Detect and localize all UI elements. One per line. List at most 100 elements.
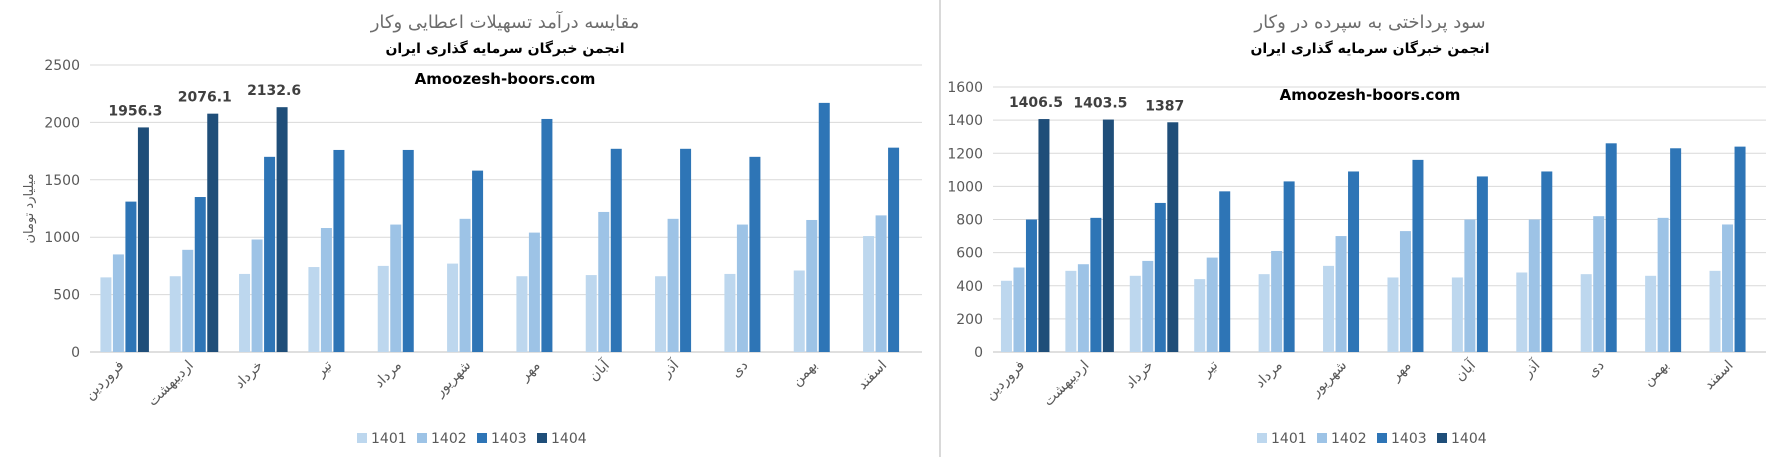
chart-deposit-interest: سود پرداختی به سپرده در وکار انجمن خبرگان… [947, 12, 1766, 447]
x-tick-label: بهمن [789, 358, 821, 390]
bar-1404 [276, 107, 288, 352]
legend-swatch-1401 [357, 433, 367, 443]
x-tick-label: دی [1584, 358, 1607, 381]
bar-1404 [1167, 122, 1179, 352]
x-tick-label: خرداد [232, 358, 266, 392]
legend-swatch-1402 [1317, 433, 1327, 443]
bar-1402 [1206, 257, 1218, 352]
chart-title: مقایسه درآمد تسهیلات اعطایی وکار [370, 10, 640, 33]
legend-label: 1402 [1331, 431, 1367, 447]
legend-label: 1403 [491, 431, 527, 447]
bar-1403 [402, 149, 414, 352]
bar-1402 [182, 249, 194, 352]
legend-label: 1404 [1451, 431, 1487, 447]
y-tick-label: 1000 [947, 179, 983, 195]
bar-1403 [333, 149, 345, 352]
y-tick-label: 1500 [44, 173, 80, 189]
bar-1402 [112, 254, 124, 352]
bar-1403 [749, 156, 761, 352]
bar-1401 [585, 275, 597, 352]
bar-1402 [1528, 219, 1540, 352]
y-tick-label: 200 [956, 312, 983, 328]
bar-1403 [1025, 219, 1037, 352]
bar-1401 [377, 265, 389, 352]
chart-subtitle: انجمن خبرگان سرمایه گذاری ایران [385, 40, 624, 57]
x-tick-label: تیر [312, 357, 335, 380]
x-tick-label: اردیبهشت [145, 358, 197, 410]
bar-1402 [1142, 260, 1154, 352]
bar-1401 [308, 267, 320, 352]
bar-1401 [169, 276, 181, 352]
bar-1402 [1399, 231, 1411, 352]
x-tick-label: مهر [1387, 358, 1414, 385]
x-tick-label: آبان [585, 356, 614, 385]
chart-source: Amoozesh-boors.com [1280, 86, 1461, 104]
x-tick-label: اردیبهشت [1040, 358, 1092, 410]
x-tick-label: اسفند [1701, 358, 1737, 394]
bar-1403 [1541, 171, 1553, 352]
bar-1403 [1283, 181, 1295, 352]
x-tick-label: خرداد [1122, 358, 1156, 392]
bar-1401 [655, 276, 667, 352]
x-tick-label: شهریور [1307, 358, 1350, 401]
bar-1401 [1387, 277, 1399, 352]
bar-1403 [1090, 217, 1102, 352]
legend-swatch-1403 [477, 433, 487, 443]
bar-1402 [459, 218, 471, 352]
y-tick-label: 400 [956, 279, 983, 295]
y-tick-label: 0 [71, 345, 80, 361]
legend-label: 1402 [431, 431, 467, 447]
y-tick-label: 800 [956, 213, 983, 229]
bar-1402 [736, 224, 748, 352]
bar-1401 [1000, 280, 1012, 352]
bar-1402 [598, 211, 610, 352]
y-tick-label: 0 [974, 345, 983, 361]
x-tick-label: مهر [516, 358, 543, 385]
x-tick-label: بهمن [1640, 358, 1672, 390]
bar-1402 [1077, 264, 1089, 352]
bar-1403 [1670, 148, 1682, 352]
x-tick-label: مرداد [1252, 358, 1286, 392]
data-label: 1403.5 [1073, 96, 1127, 112]
y-tick-label: 1000 [44, 230, 80, 246]
data-label: 1406.5 [1009, 95, 1063, 111]
bar-1401 [100, 277, 112, 352]
y-tick-label: 600 [956, 246, 983, 262]
bar-1401 [1194, 279, 1206, 352]
bar-1402 [875, 215, 887, 352]
y-tick-label: 500 [53, 288, 80, 304]
bar-1403 [610, 148, 622, 352]
y-axis-label: میلیارد تومان [22, 173, 37, 243]
bar-1402 [1593, 216, 1605, 352]
data-label: 2132.6 [247, 83, 301, 99]
bar-1402 [1335, 236, 1347, 352]
bar-1402 [320, 228, 332, 352]
bar-1402 [667, 218, 679, 352]
bar-1401 [516, 276, 528, 352]
bar-1401 [1129, 275, 1141, 352]
bar-1401 [1516, 272, 1528, 352]
x-tick-label: فروردین [982, 358, 1028, 404]
bar-1403 [264, 156, 276, 352]
legend-swatch-1402 [417, 433, 427, 443]
x-tick-label: شهریور [431, 358, 474, 401]
bar-1401 [1709, 270, 1721, 352]
y-tick-label: 1400 [947, 113, 983, 129]
bar-1403 [472, 170, 484, 352]
bar-1403 [1412, 159, 1424, 352]
bar-1403 [818, 102, 830, 352]
bar-1403 [1605, 143, 1617, 352]
legend-label: 1404 [551, 431, 587, 447]
bar-1402 [1657, 217, 1669, 352]
bar-1404 [207, 113, 219, 352]
bar-1402 [1271, 250, 1283, 352]
x-tick-label: مرداد [371, 358, 405, 392]
bar-1402 [251, 239, 263, 352]
legend-label: 1403 [1391, 431, 1427, 447]
bar-1403 [1476, 176, 1488, 352]
bar-1401 [1645, 275, 1657, 352]
bar-1403 [541, 118, 553, 353]
data-label: 2076.1 [178, 90, 232, 106]
bar-1401 [447, 263, 459, 352]
bar-1401 [863, 236, 875, 352]
